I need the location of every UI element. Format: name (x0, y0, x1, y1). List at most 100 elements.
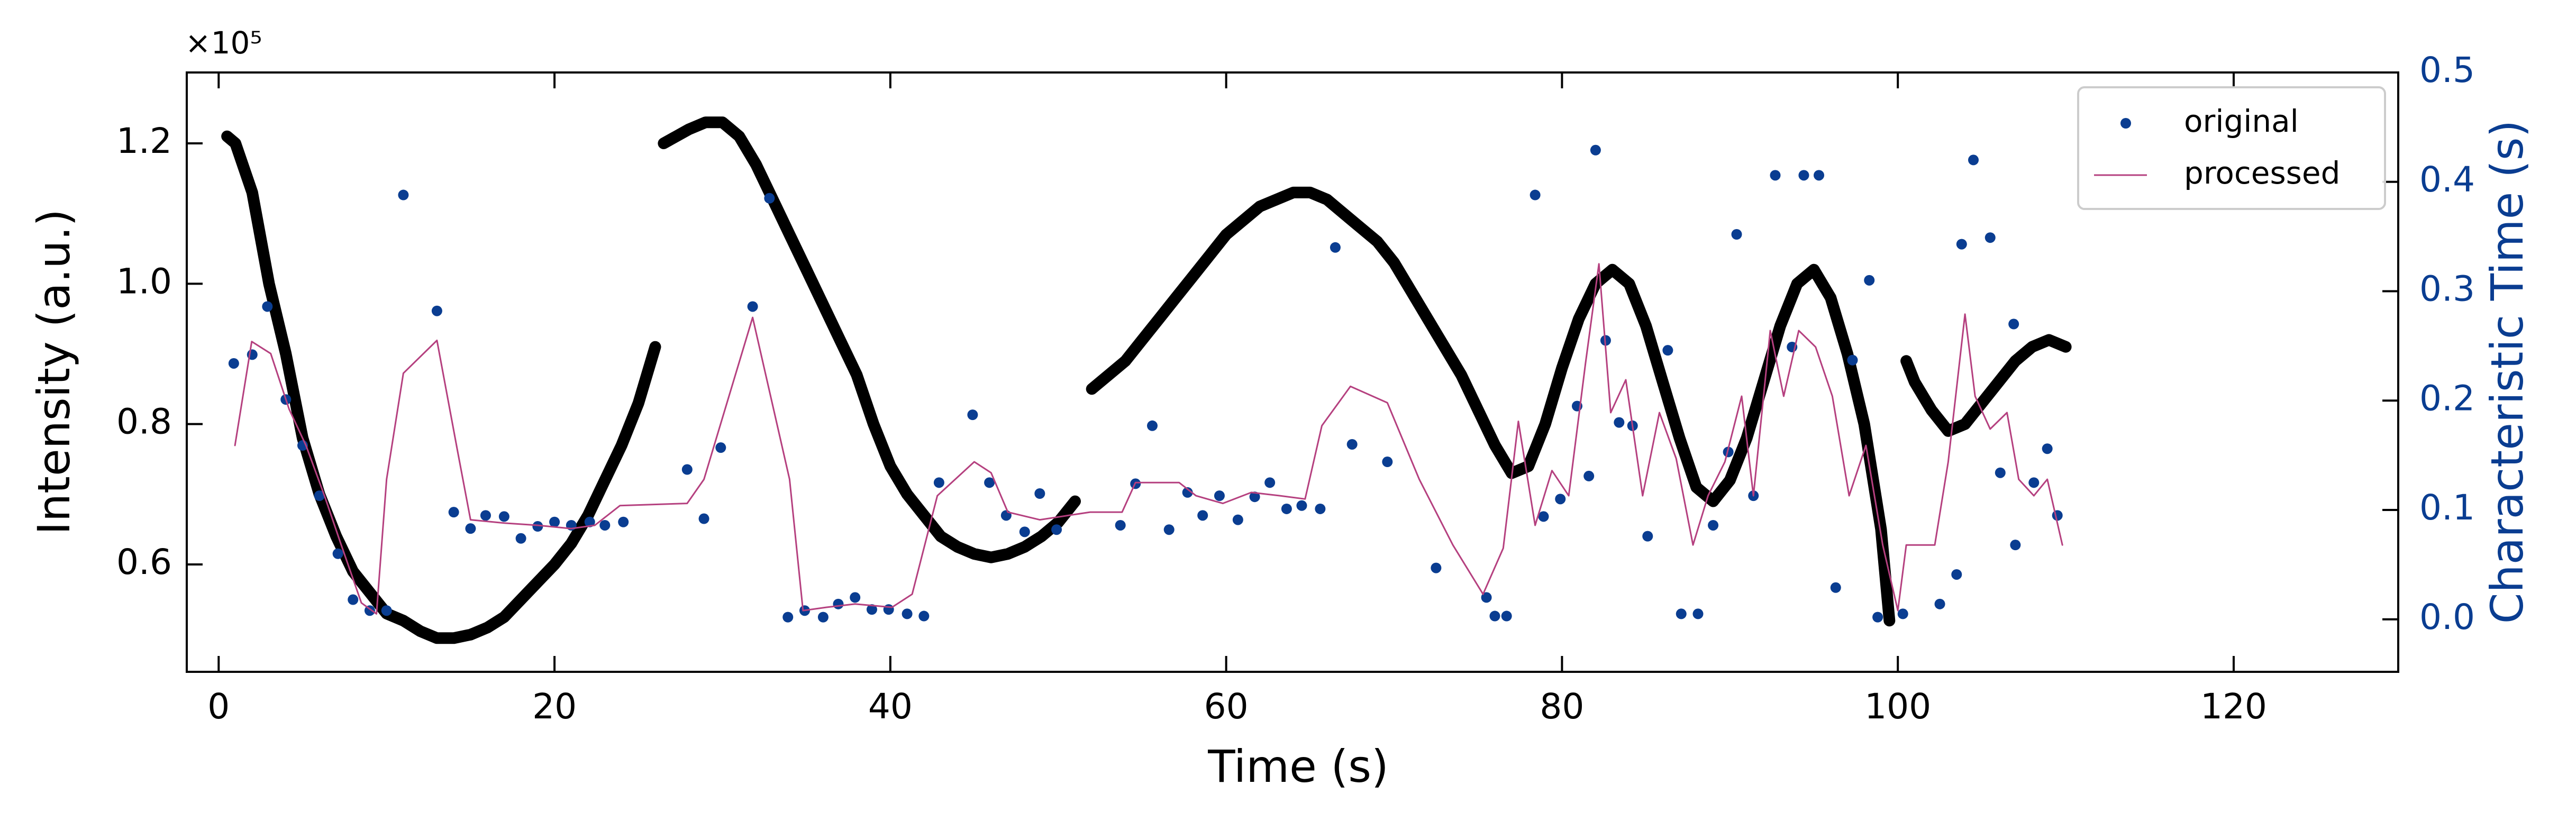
scatter-point (1051, 524, 1062, 535)
scatter-point (883, 604, 894, 615)
scatter-point (1019, 526, 1030, 537)
scatter-point (1847, 354, 1858, 366)
scatter-point (1692, 608, 1704, 619)
scatter-point (902, 608, 913, 619)
scatter-point (2052, 510, 2063, 521)
scatter-point (764, 193, 775, 204)
scatter-point (1798, 170, 1809, 181)
scatter-point (314, 490, 325, 501)
x-tick-label: 100 (1864, 686, 1931, 727)
legend-swatch (2120, 118, 2131, 129)
scatter-point (1214, 490, 1225, 501)
x-tick-label: 60 (1204, 686, 1249, 727)
scatter-point (1995, 467, 2006, 478)
scatter-point (1163, 524, 1175, 535)
y-axis-label: Intensity (a.u.) (28, 209, 80, 535)
scatter-point (850, 592, 861, 603)
x-tick-label: 40 (868, 686, 913, 727)
scatter-point (715, 442, 726, 453)
scatter-point (1034, 488, 1045, 499)
y-tick-label: 1.2 (116, 121, 172, 161)
y-offset-label: ×10⁵ (185, 25, 262, 61)
scatter-point (1723, 446, 1734, 458)
scatter-point (1676, 608, 1687, 619)
scatter-point (1985, 232, 1996, 243)
scatter-point (381, 605, 392, 616)
legend-label: processed (2184, 155, 2340, 191)
scatter-point (1662, 345, 1673, 356)
scatter-point (1264, 477, 1276, 488)
legend-box (2077, 86, 2386, 210)
x-tick-label: 0 (207, 686, 230, 727)
scatter-point (1489, 610, 1500, 622)
scatter-point (1590, 144, 1601, 156)
scatter-point (1296, 500, 1307, 511)
scatter-point (1115, 519, 1126, 531)
scatter-point (833, 598, 844, 609)
x-tick-label: 80 (1540, 686, 1584, 727)
scatter-point (1583, 470, 1595, 481)
y2-tick-label: 0.2 (2419, 378, 2475, 418)
scatter-point (1934, 598, 1945, 609)
scatter-point (1951, 569, 1962, 580)
scatter-point (599, 519, 611, 531)
scatter-point (1614, 417, 1625, 428)
scatter-point (918, 610, 930, 622)
scatter-point (1431, 562, 1442, 573)
intensity-trace (221, 116, 2072, 644)
scatter-point (1968, 154, 1979, 166)
scatter-point (532, 521, 543, 532)
scatter-point (681, 464, 693, 475)
scatter-point (1708, 519, 1719, 531)
scatter-point (967, 409, 978, 421)
scatter-point (498, 511, 509, 522)
scatter-point (1146, 420, 1158, 431)
scatter-point (398, 189, 409, 200)
y-tick-label: 0.8 (116, 402, 172, 442)
scatter-point (1956, 239, 1967, 250)
scatter-point (465, 523, 476, 534)
scatter-point (1555, 494, 1566, 505)
scatter-point (584, 516, 595, 527)
scatter-point (549, 516, 560, 527)
scatter-point (1330, 242, 1341, 253)
x-tick-label: 20 (532, 686, 577, 727)
y2-tick-label: 0.4 (2419, 159, 2475, 200)
scatter-point (1182, 487, 1193, 498)
scatter-point (1830, 582, 1841, 593)
scatter-point (1382, 457, 1393, 468)
scatter-point (2008, 318, 2019, 330)
scatter-point (1481, 592, 1492, 603)
scatter-point (262, 301, 273, 312)
scatter-point (1249, 491, 1260, 503)
scatter-point (1197, 510, 1208, 521)
scatter-point (1315, 503, 1326, 514)
scatter-point (448, 507, 459, 518)
scatter-point (1501, 610, 1512, 622)
scatter-point (698, 513, 709, 524)
scatter-point (1731, 229, 1742, 240)
scatter-point (866, 604, 877, 615)
scatter-point (1770, 170, 1781, 181)
scatter-point (1897, 608, 1908, 619)
scatter-point (1872, 612, 1883, 623)
scatter-point (747, 301, 758, 312)
y-tick-label: 1.0 (116, 261, 172, 302)
scatter-point (1642, 531, 1653, 542)
scatter-point (228, 358, 239, 369)
scatter-point (480, 510, 491, 521)
scatter-point (1814, 170, 1825, 181)
y2-tick-label: 0.3 (2419, 269, 2475, 309)
scatter-point (431, 305, 442, 316)
y-tick-label: 0.6 (116, 542, 172, 582)
x-axis-label: Time (s) (1207, 741, 1389, 792)
line-series (234, 263, 2063, 615)
scatter-point (348, 594, 359, 605)
scatter-point (1538, 511, 1549, 522)
scatter-point (515, 533, 526, 544)
scatter-point (1232, 514, 1243, 525)
legend-label: original (2184, 103, 2299, 139)
plot-frame (186, 71, 2399, 673)
x-tick-label: 120 (2200, 686, 2267, 727)
